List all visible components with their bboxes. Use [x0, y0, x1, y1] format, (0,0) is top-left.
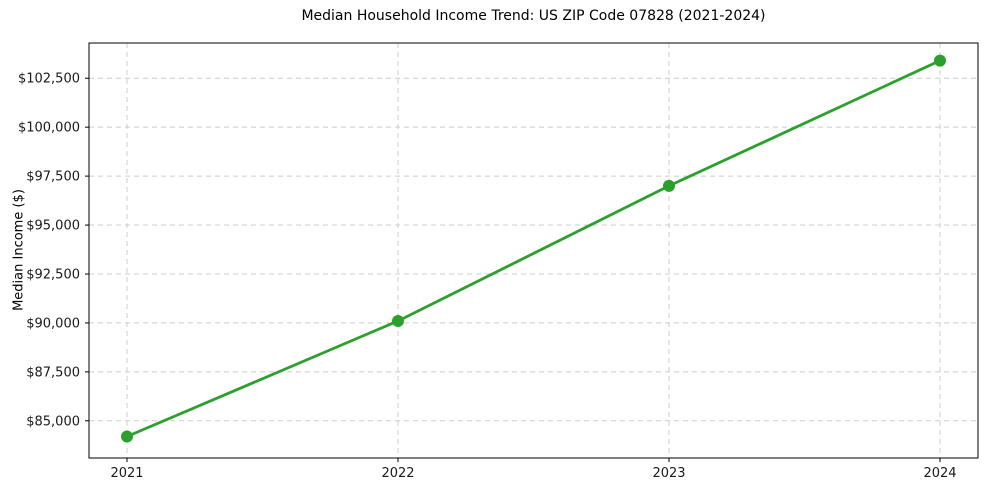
- y-tick-label: $87,500: [26, 365, 80, 380]
- x-tick-label: 2023: [652, 466, 685, 481]
- axes-frame: [88, 42, 979, 459]
- y-tick-label: $100,000: [18, 121, 80, 136]
- y-tick-label: $97,500: [26, 170, 80, 185]
- x-tick-label: 2021: [110, 466, 143, 481]
- trend-line: [125, 59, 942, 438]
- chart-title: Median Household Income Trend: US ZIP Co…: [301, 8, 766, 24]
- data-point-2024: [934, 54, 946, 67]
- y-tick-label: $102,500: [18, 72, 80, 87]
- y-tick-label: $95,000: [26, 219, 80, 234]
- y-tick-label: $92,500: [26, 267, 80, 282]
- data-point-2022: [392, 314, 404, 327]
- x-tick-label: 2022: [381, 466, 414, 481]
- x-tick-label: 2024: [923, 466, 956, 481]
- data-point-2023: [663, 179, 675, 192]
- y-tick-label: $90,000: [26, 316, 80, 331]
- y-tick-label: $85,000: [26, 414, 80, 429]
- data-point-2021: [121, 430, 133, 443]
